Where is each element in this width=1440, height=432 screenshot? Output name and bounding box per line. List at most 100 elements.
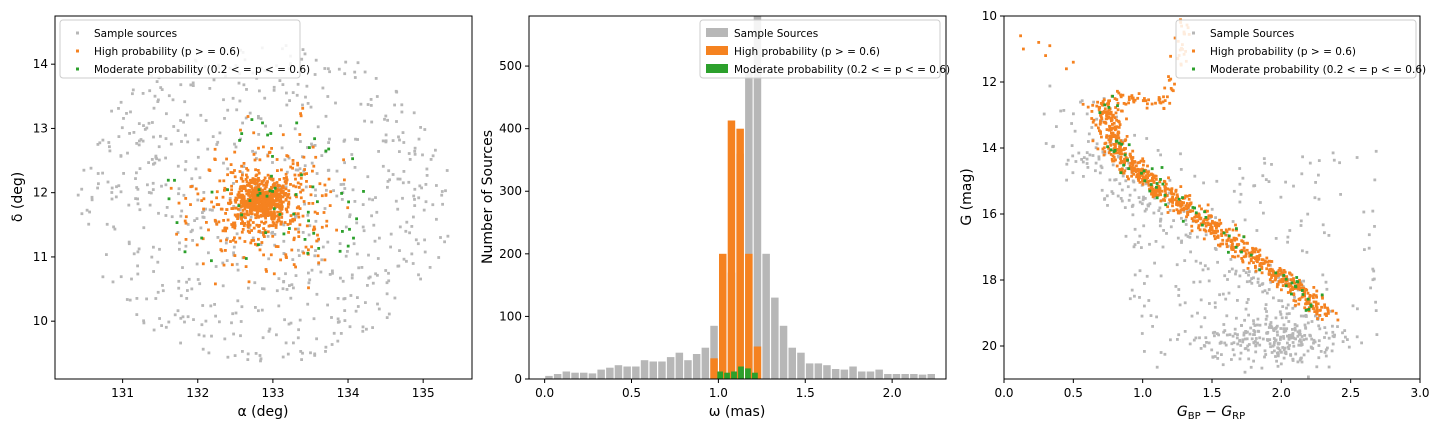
high-prob-point (254, 216, 258, 220)
high-prob-point (1142, 160, 1146, 163)
sample-source-point (386, 185, 389, 189)
high-prob-point (1235, 228, 1238, 232)
high-prob-point (233, 175, 237, 179)
high-prob-point (1217, 243, 1220, 247)
high-prob-point (268, 187, 272, 191)
high-prob-point (1107, 151, 1111, 155)
sample-source-point (291, 258, 295, 261)
sample-source-point (202, 209, 206, 213)
sample-source-point (381, 164, 385, 168)
high-prob-point (1298, 278, 1301, 282)
moderate-prob-point (1320, 293, 1324, 297)
sample-source-point (296, 168, 300, 172)
high-prob-point (237, 194, 241, 197)
sample-source-point (413, 198, 416, 201)
high-prob-point (223, 226, 227, 230)
sample-source-point (1186, 235, 1190, 238)
sample-source-point (117, 184, 121, 188)
high-prob-point (1170, 189, 1173, 193)
sample-source-point (142, 226, 146, 230)
high-prob-point (280, 202, 284, 205)
sample-source-point (85, 208, 89, 212)
sample-source-point (1240, 324, 1243, 327)
moderate-prob-point (240, 213, 243, 217)
sample-source-point (1225, 314, 1229, 318)
high-prob-point (1125, 117, 1128, 121)
sample-source-point (376, 273, 379, 277)
high-prob-point (233, 198, 237, 202)
sample-source-point (316, 125, 320, 129)
high-prob-point (250, 229, 253, 232)
sample-source-point (179, 316, 183, 320)
sample-source-point (117, 107, 120, 110)
high-prob-point (1207, 214, 1211, 218)
sample-source-point (1327, 234, 1331, 237)
sample-source-point (307, 233, 311, 237)
high-prob-point (1185, 194, 1189, 198)
sky-ytick-label: 13 (33, 121, 48, 135)
high-prob-point (1213, 221, 1217, 225)
sample-source-point (1176, 338, 1179, 341)
high-prob-point (1150, 191, 1154, 195)
sample-source-point (302, 169, 306, 173)
sample-source-point (1082, 175, 1085, 178)
high-prob-point (245, 175, 249, 179)
high-prob-point (246, 168, 250, 172)
sample-bar (597, 369, 605, 379)
sample-source-point (1085, 151, 1089, 154)
sample-source-point (1277, 341, 1281, 345)
sample-source-point (1263, 349, 1267, 353)
high-prob-bar (727, 120, 736, 379)
high-prob-point (1230, 248, 1234, 251)
sample-source-point (1243, 218, 1247, 222)
sample-source-point (389, 245, 392, 249)
sample-source-point (306, 146, 309, 149)
high-prob-point (1163, 195, 1167, 199)
high-prob-point (267, 207, 271, 211)
sample-source-point (301, 103, 304, 107)
high-prob-point (242, 187, 245, 190)
high-prob-point (1169, 54, 1172, 58)
sample-source-point (292, 286, 295, 290)
high-prob-point (1202, 219, 1205, 223)
sample-source-point (1241, 340, 1245, 344)
high-prob-point (1286, 291, 1290, 294)
high-prob-point (244, 178, 248, 181)
sample-source-point (206, 147, 210, 151)
high-prob-point (240, 195, 244, 199)
high-prob-point (239, 176, 243, 180)
sample-source-point (1293, 323, 1297, 326)
sample-source-point (319, 270, 323, 274)
moderate-prob-point (1107, 106, 1111, 109)
sample-source-point (157, 98, 160, 102)
sample-source-point (1317, 173, 1320, 177)
moderate-prob-point (1300, 289, 1304, 292)
sample-bar (788, 347, 796, 379)
high-prob-point (1106, 104, 1110, 107)
moderate-prob-point (210, 259, 213, 263)
sample-source-point (1143, 209, 1147, 213)
sample-source-point (198, 176, 202, 180)
sample-source-point (1299, 338, 1302, 342)
high-prob-point (1303, 291, 1306, 295)
sample-source-point (374, 77, 378, 80)
high-prob-point (258, 197, 262, 200)
sample-source-point (321, 86, 325, 90)
sample-source-point (1196, 235, 1199, 239)
moderate-prob-point (1163, 193, 1167, 197)
high-prob-point (1220, 228, 1223, 232)
sample-source-point (443, 240, 446, 244)
high-prob-point (246, 197, 250, 201)
high-prob-point (296, 161, 299, 165)
high-prob-point (1147, 183, 1151, 187)
sample-source-point (1367, 246, 1371, 250)
sample-source-point (1192, 280, 1196, 284)
sample-source-point (164, 183, 168, 187)
sample-source-point (398, 177, 402, 181)
sample-source-point (195, 262, 199, 266)
high-prob-point (1312, 286, 1316, 289)
high-prob-point (1169, 77, 1173, 81)
high-prob-point (1120, 167, 1124, 171)
sample-source-point (412, 194, 416, 198)
sample-source-point (296, 336, 300, 340)
